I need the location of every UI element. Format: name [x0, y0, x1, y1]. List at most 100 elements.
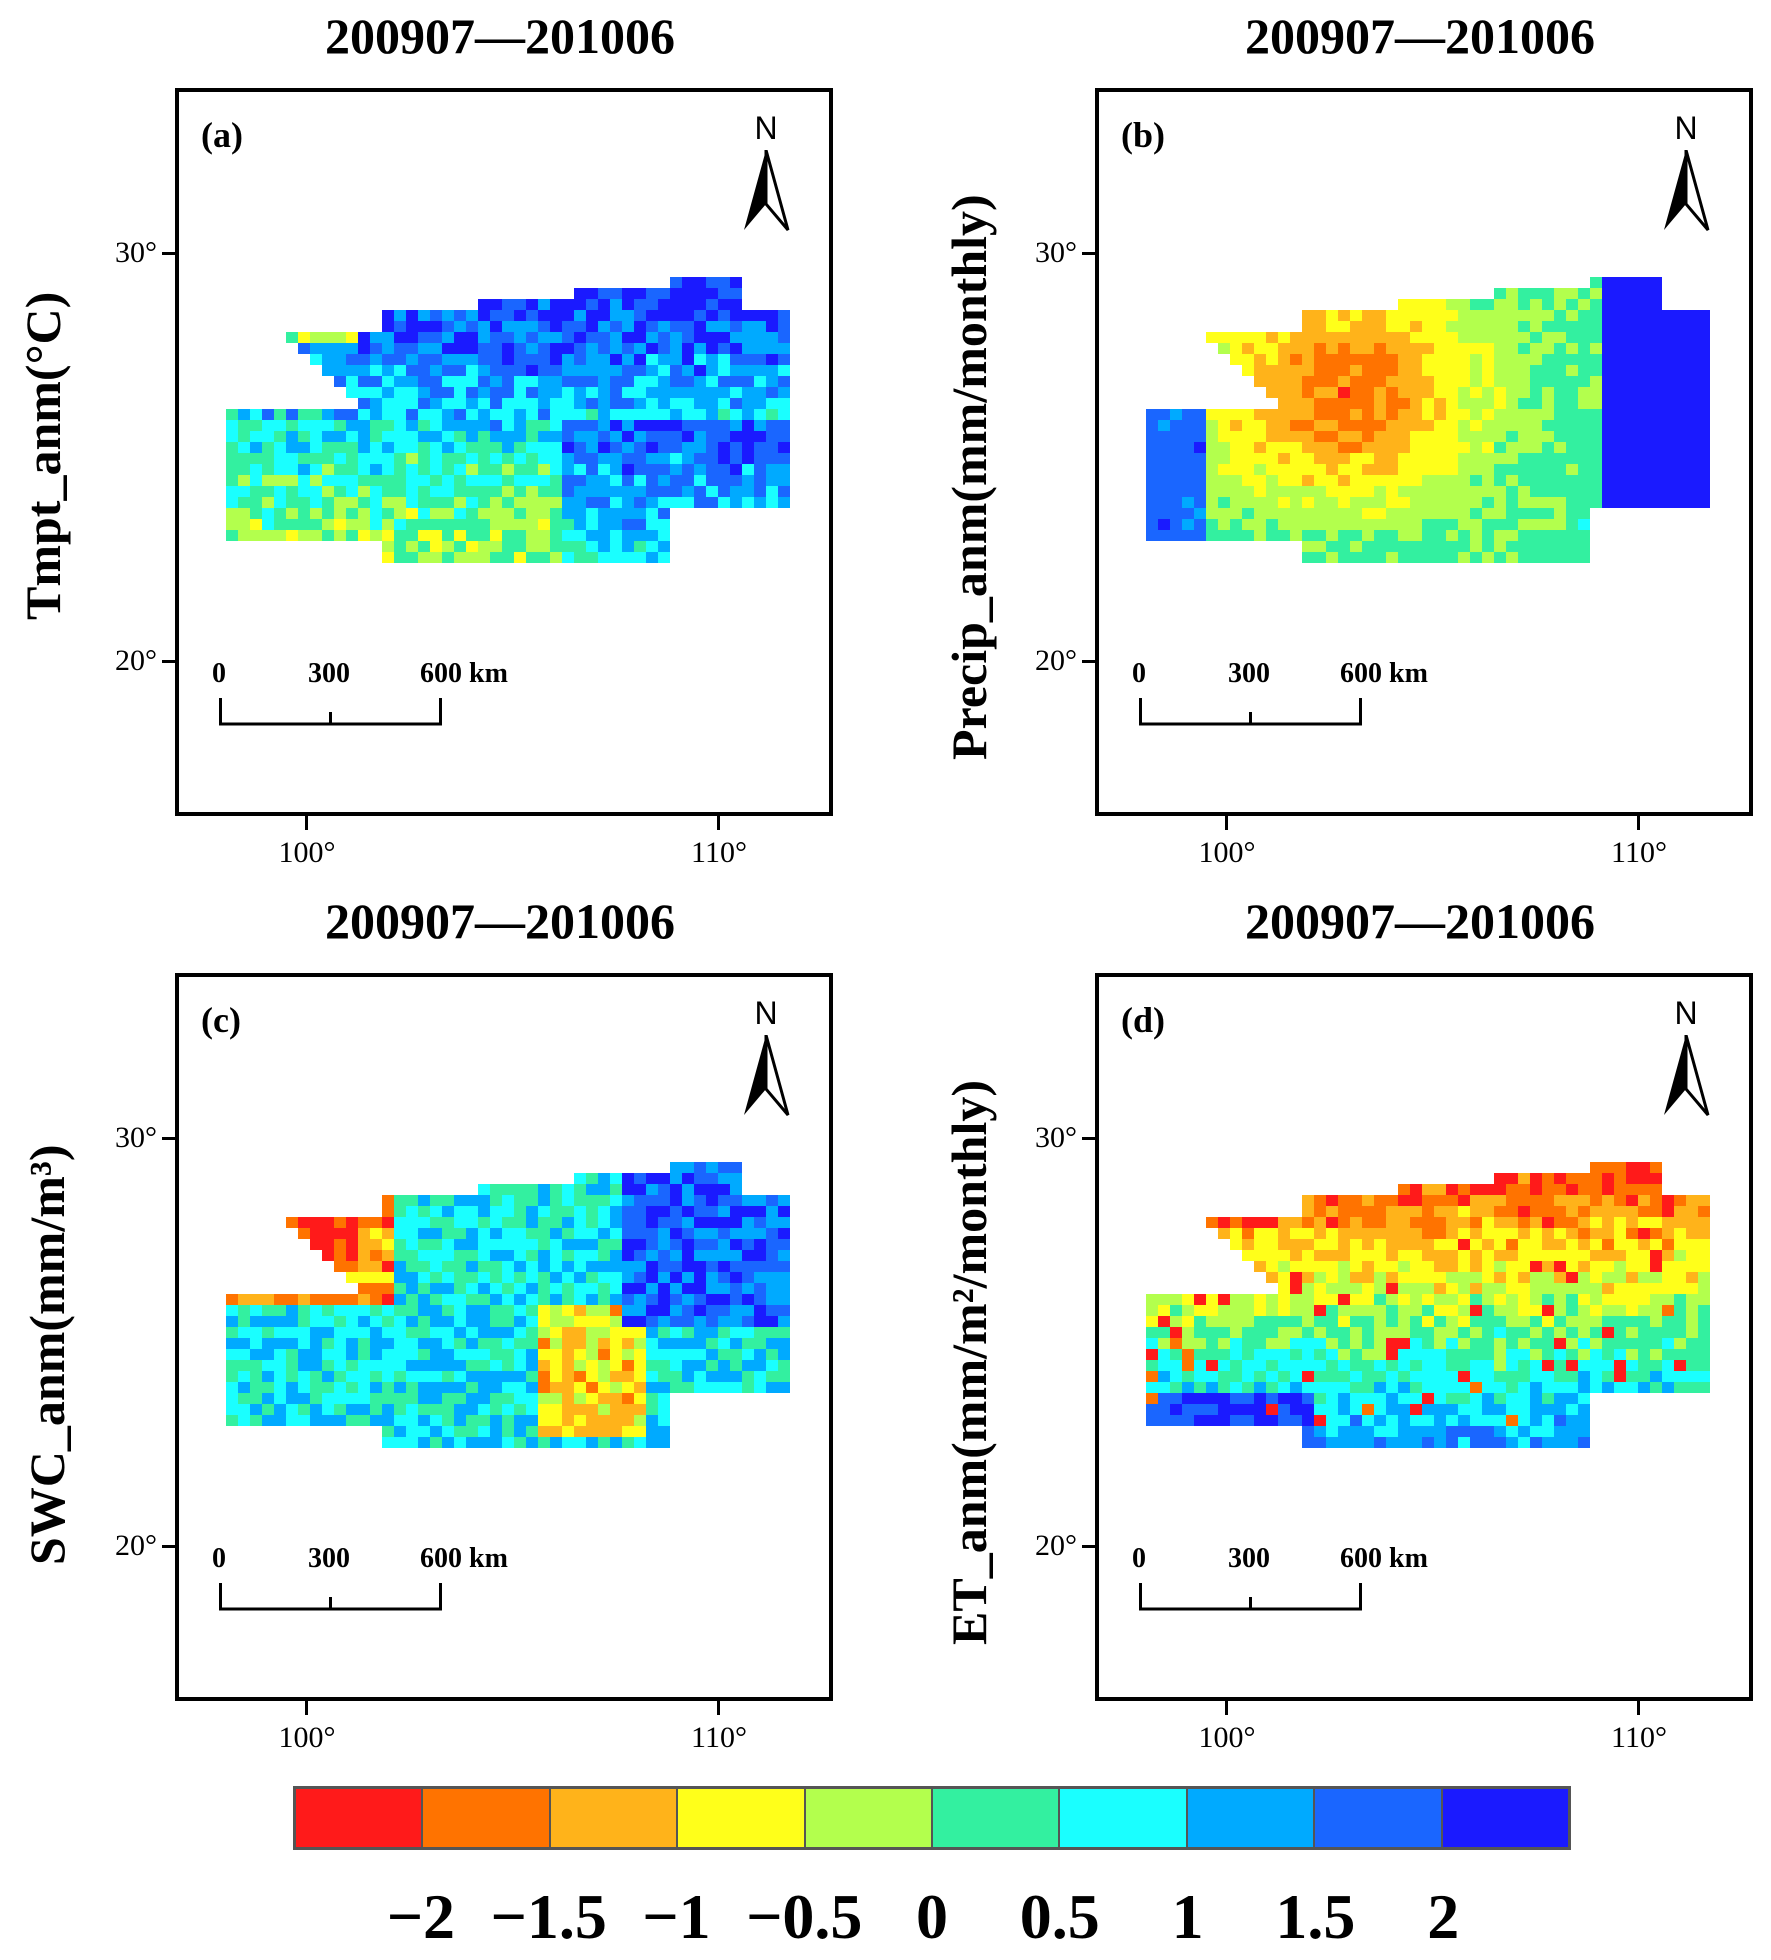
grid-cell — [382, 475, 394, 486]
grid-cell — [226, 497, 238, 508]
colorbar-label: −0.5 — [745, 1881, 863, 1952]
grid-cell — [1338, 387, 1350, 398]
grid-cell — [730, 442, 742, 453]
grid-cell — [646, 1217, 658, 1228]
grid-cell — [1350, 354, 1362, 365]
grid-cell — [454, 420, 466, 431]
grid-cell — [1290, 343, 1302, 354]
grid-cell — [1482, 387, 1494, 398]
grid-cell — [322, 508, 334, 519]
grid-cell — [262, 486, 274, 497]
grid-cell — [442, 497, 454, 508]
grid-cell — [1674, 332, 1686, 343]
grid-cell — [1410, 541, 1422, 552]
grid-cell — [358, 1217, 370, 1228]
grid-cell — [394, 1426, 406, 1437]
grid-cell — [1314, 442, 1326, 453]
grid-cell — [514, 464, 526, 475]
grid-cell — [1686, 398, 1698, 409]
grid-cell — [1614, 486, 1626, 497]
grid-cell — [478, 365, 490, 376]
grid-cell — [682, 442, 694, 453]
grid-cell — [694, 497, 706, 508]
grid-cell — [466, 354, 478, 365]
grid-cell — [1434, 453, 1446, 464]
grid-cell — [766, 376, 778, 387]
grid-cell — [562, 508, 574, 519]
grid-cell — [418, 519, 430, 530]
grid-cell — [238, 475, 250, 486]
grid-cell — [1446, 1261, 1458, 1272]
grid-cell — [418, 332, 430, 343]
grid-cell — [1698, 464, 1710, 475]
grid-cell — [766, 1250, 778, 1261]
grid-cell — [1494, 475, 1506, 486]
north-letter: N — [754, 110, 778, 146]
grid-cell — [1326, 1305, 1338, 1316]
grid-cell — [430, 541, 442, 552]
grid-cell — [1338, 376, 1350, 387]
grid-cell — [1530, 431, 1542, 442]
grid-cell — [622, 1294, 634, 1305]
scale-label-300: 300 — [308, 658, 350, 689]
grid-cell — [418, 552, 430, 563]
grid-cell — [718, 1261, 730, 1272]
grid-cell — [742, 332, 754, 343]
grid-cell — [1602, 288, 1614, 299]
grid-cell — [526, 508, 538, 519]
grid-cell — [1146, 475, 1158, 486]
grid-cell — [274, 1404, 286, 1415]
grid-cell — [634, 464, 646, 475]
scale-label-600: 600 km — [1340, 1543, 1428, 1574]
grid-cell — [1374, 343, 1386, 354]
grid-cell — [598, 1305, 610, 1316]
grid-cell — [730, 1382, 742, 1393]
grid-cell — [1458, 1228, 1470, 1239]
grid-cell — [718, 1217, 730, 1228]
grid-cell — [634, 508, 646, 519]
grid-cell — [454, 376, 466, 387]
grid-cell — [538, 1426, 550, 1437]
grid-cell — [1650, 497, 1662, 508]
grid-cell — [574, 453, 586, 464]
grid-cell — [406, 486, 418, 497]
grid-cell — [1374, 354, 1386, 365]
grid-cell — [622, 1382, 634, 1393]
grid-cell — [358, 1393, 370, 1404]
grid-cell — [586, 376, 598, 387]
grid-cell — [1458, 1338, 1470, 1349]
grid-cell — [1458, 1195, 1470, 1206]
grid-cell — [1398, 486, 1410, 497]
grid-cell — [1482, 1239, 1494, 1250]
grid-cell — [250, 519, 262, 530]
grid-cell — [1638, 343, 1650, 354]
grid-cell — [538, 1206, 550, 1217]
grid-cell — [1506, 1305, 1518, 1316]
grid-cell — [1590, 1184, 1602, 1195]
grid-cell — [514, 1283, 526, 1294]
grid-cell — [1410, 1217, 1422, 1228]
grid-cell — [1290, 530, 1302, 541]
grid-cell — [1506, 1349, 1518, 1360]
grid-cell — [478, 354, 490, 365]
grid-cell — [1494, 321, 1506, 332]
grid-cell — [622, 1228, 634, 1239]
grid-cell — [622, 1371, 634, 1382]
grid-cell — [1698, 453, 1710, 464]
grid-cell — [574, 486, 586, 497]
grid-cell — [1470, 332, 1482, 343]
grid-cell — [646, 409, 658, 420]
grid-cell — [262, 519, 274, 530]
grid-cell — [586, 343, 598, 354]
grid-cell — [670, 1327, 682, 1338]
grid-cell — [406, 1393, 418, 1404]
grid-cell — [262, 431, 274, 442]
grid-cell — [1566, 1382, 1578, 1393]
grid-cell — [646, 1327, 658, 1338]
grid-cell — [346, 1382, 358, 1393]
map-frame: (b) N 0 300 600 km — [1095, 88, 1753, 816]
grid-cell — [1590, 387, 1602, 398]
grid-cell — [538, 1294, 550, 1305]
grid-cell — [1542, 497, 1554, 508]
grid-cell — [1566, 1349, 1578, 1360]
